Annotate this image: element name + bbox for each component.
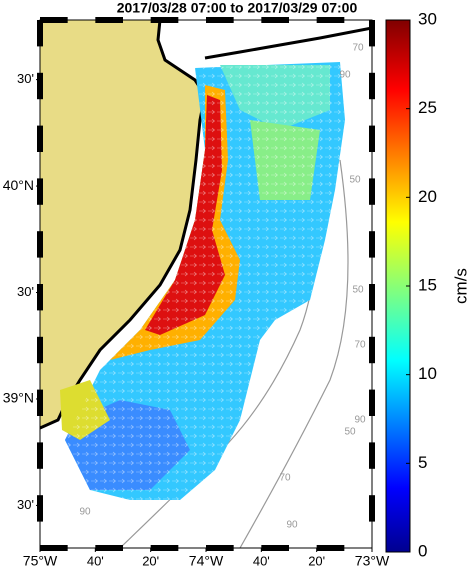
contour-label: 70 [279, 473, 291, 484]
frame-tick [369, 20, 375, 47]
contour-label: 50 [352, 285, 364, 296]
frame-tick [369, 178, 375, 205]
frame-tick [37, 495, 43, 522]
lat-label: 30' [17, 284, 34, 299]
frame-tick [369, 495, 375, 522]
lat-label: 39°N [3, 390, 34, 406]
lon-label: 75°W [23, 553, 58, 569]
frame-tick [37, 178, 43, 205]
frame-tick [37, 336, 43, 364]
frame-tick [369, 284, 375, 311]
contour-label: 90 [79, 507, 91, 518]
frame-tick [37, 442, 43, 469]
isobath [239, 159, 349, 548]
contour-label: 90 [286, 520, 298, 531]
colorbar-tick-label: 15 [418, 275, 437, 294]
lon-label: 74°W [189, 553, 224, 569]
colorbar-tick-label: 20 [418, 187, 437, 206]
lat-label: 30' [17, 497, 34, 512]
frame-tick [37, 231, 43, 258]
colorbar-tick-label: 30 [418, 9, 437, 28]
frame-tick [369, 125, 375, 152]
frame-tick [37, 389, 43, 416]
frame-tick [95, 17, 123, 23]
contour-label: 50 [344, 427, 356, 438]
frame-tick [369, 231, 375, 258]
frame-tick [37, 284, 43, 311]
frame-tick [261, 17, 289, 23]
colorbar-tick-label: 25 [418, 98, 437, 117]
colorbar-tick-label: 10 [418, 364, 437, 383]
frame-tick [261, 545, 289, 551]
frame-tick [37, 20, 43, 47]
land [40, 20, 205, 428]
frame-tick [150, 17, 179, 23]
contour-label: 70 [352, 43, 364, 54]
frame [37, 17, 375, 551]
lon-label: 40' [87, 553, 104, 568]
frame-tick [206, 17, 234, 23]
colorbar-label: cm/s [451, 268, 470, 304]
lat-label: 30' [17, 71, 34, 86]
title: 2017/03/28 07:00 to 2017/03/29 07:00 [117, 0, 358, 16]
frame-tick [206, 545, 234, 551]
frame-tick [40, 545, 68, 551]
frame-tick [37, 125, 43, 152]
frame-tick [369, 72, 375, 100]
colorbar-tick-label: 5 [418, 453, 427, 472]
frame-tick [316, 545, 345, 551]
frame-tick [37, 72, 43, 100]
frame-tick [369, 442, 375, 469]
lon-label: 40' [253, 553, 270, 568]
frame-tick [369, 336, 375, 364]
colorbar-tick-label: 0 [418, 541, 427, 560]
lon-label: 73°W [355, 553, 390, 569]
long-island [204, 26, 372, 60]
frame-tick [369, 389, 375, 416]
contour-label: 70 [354, 340, 366, 351]
contour-label: 90 [339, 70, 351, 81]
contour-label: 90 [354, 415, 366, 426]
frame-tick [95, 545, 123, 551]
frame-tick [40, 17, 68, 23]
contour-label: 50 [349, 175, 361, 186]
lon-label: 20' [308, 553, 325, 568]
frame-tick [150, 545, 179, 551]
lat-label: 40°N [3, 177, 34, 193]
current-arrows [65, 62, 345, 500]
frame-tick [316, 17, 345, 23]
lon-label: 20' [142, 553, 159, 568]
